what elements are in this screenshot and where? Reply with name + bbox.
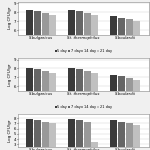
Bar — [133, 21, 140, 84]
Bar — [76, 11, 83, 84]
Bar — [49, 123, 56, 150]
Bar — [42, 13, 49, 84]
Bar — [49, 73, 56, 140]
Bar — [26, 68, 33, 140]
Bar — [126, 78, 133, 140]
Y-axis label: Log CFU/gr: Log CFU/gr — [8, 7, 12, 29]
Bar — [49, 15, 56, 84]
Bar — [91, 73, 98, 140]
Legend: 5 day, 7 day, 14 day, 21 day: 5 day, 7 day, 14 day, 21 day — [54, 105, 112, 110]
Bar — [118, 122, 125, 150]
Bar — [110, 120, 117, 150]
Bar — [34, 69, 41, 140]
Bar — [91, 142, 98, 150]
Y-axis label: Log CFU/gr: Log CFU/gr — [8, 63, 12, 86]
Bar — [110, 16, 117, 84]
Bar — [118, 76, 125, 140]
Bar — [84, 71, 91, 140]
Bar — [126, 19, 133, 84]
Bar — [34, 11, 41, 84]
Bar — [118, 18, 125, 84]
Bar — [84, 122, 91, 150]
Bar — [68, 68, 75, 140]
Bar — [42, 71, 49, 140]
Bar — [126, 123, 133, 150]
Legend: 5 day, 7 day, 14 day, 21 day: 5 day, 7 day, 14 day, 21 day — [54, 49, 112, 54]
Y-axis label: Log CFU/gr: Log CFU/gr — [8, 119, 12, 142]
Bar — [42, 122, 49, 150]
Bar — [84, 13, 91, 84]
Bar — [76, 120, 83, 150]
Bar — [76, 69, 83, 140]
Bar — [110, 75, 117, 140]
Bar — [26, 10, 33, 84]
Bar — [26, 119, 33, 150]
Bar — [91, 15, 98, 84]
Bar — [68, 119, 75, 150]
Bar — [68, 10, 75, 84]
Bar — [133, 125, 140, 150]
Bar — [133, 80, 140, 140]
Bar — [34, 120, 41, 150]
